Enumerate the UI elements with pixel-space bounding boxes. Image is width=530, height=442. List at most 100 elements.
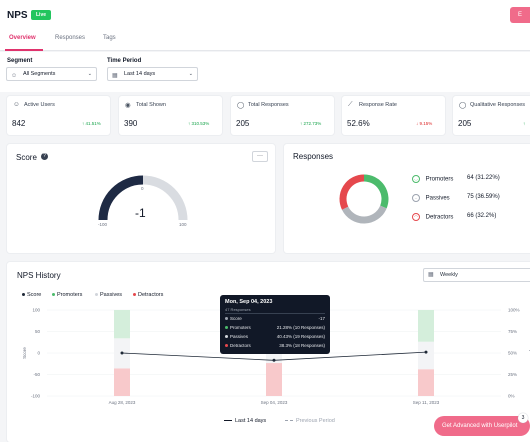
stat-value: 205 bbox=[236, 119, 250, 128]
stat-card-total-shown: ◉ Total Shown 390 ↑ 310.53% bbox=[119, 96, 222, 135]
tab-overview[interactable]: Overview bbox=[9, 35, 36, 41]
donut-segments bbox=[339, 174, 389, 224]
stat-card-total-responses: ◯ Total Responses 205 ↑ 272.73% bbox=[231, 96, 334, 135]
y-left-tick: 0 bbox=[37, 351, 40, 356]
y-left-tick: 50 bbox=[35, 329, 41, 334]
x-tick-label: Sep 11, 2023 bbox=[413, 400, 440, 405]
response-label: Passives bbox=[425, 195, 450, 202]
granularity-select[interactable]: ▦ Weekly bbox=[423, 268, 530, 282]
tab-responses[interactable]: Responses bbox=[55, 35, 86, 41]
notification-count-badge: 3 bbox=[518, 413, 528, 423]
frown-icon: ◠ bbox=[412, 213, 420, 221]
users-icon: ☺ bbox=[11, 73, 18, 79]
stat-delta: ↑ 41.51% bbox=[82, 121, 101, 126]
help-icon[interactable]: ? bbox=[41, 153, 48, 160]
y-right-tick: 0% bbox=[508, 394, 515, 399]
tooltip-row-passives: Passives 40.43% (19 Responses) bbox=[225, 334, 325, 339]
response-count: 66 (32.2%) bbox=[467, 213, 497, 219]
tooltip-subtitle: 47 Responses bbox=[225, 307, 251, 312]
stat-card-response-rate: ⟋ Response Rate 52.6% ↓ 9.15% bbox=[342, 96, 445, 135]
legend-score: Score bbox=[22, 292, 41, 298]
segment-value: All Segments bbox=[23, 71, 56, 77]
x-tick-label: Sep 04, 2023 bbox=[261, 400, 288, 405]
tooltip-row-detractors: Detractors 38.3% (18 Responses) bbox=[225, 343, 325, 348]
legend-passives: Passives bbox=[95, 292, 122, 298]
response-count: 75 (36.59%) bbox=[467, 194, 500, 200]
stat-delta: ↑ bbox=[523, 121, 526, 126]
legend-promoters: Promoters bbox=[52, 292, 82, 298]
active-tab-indicator bbox=[5, 49, 43, 51]
tab-tags[interactable]: Tags bbox=[103, 35, 116, 41]
page-title: NPS bbox=[7, 10, 28, 21]
score-point[interactable] bbox=[272, 358, 276, 362]
tab-bar: Overview Responses Tags bbox=[0, 30, 530, 51]
bar-detractors bbox=[114, 368, 130, 396]
tooltip-row-promoters: Promoters 21.28% (10 Responses) bbox=[225, 325, 325, 330]
tooltip-date: Mon, Sep 04, 2023 bbox=[225, 299, 273, 305]
y-right-tick: 25% bbox=[508, 372, 517, 377]
stat-label: Qualitative Responses bbox=[470, 102, 526, 108]
stat-value: 52.6% bbox=[347, 119, 370, 128]
calendar-icon: ▦ bbox=[112, 73, 118, 79]
time-period-select[interactable]: ▦ Last 14 days ⌄ bbox=[107, 67, 198, 81]
get-advanced-button[interactable]: Get Advanced with Userpilot bbox=[434, 416, 530, 436]
bar-detractors bbox=[266, 363, 282, 396]
stat-delta: ↓ 9.15% bbox=[416, 121, 433, 126]
score-card: Score ? ··· -1 -100 100 0 bbox=[7, 144, 275, 253]
chat-icon: ◯ bbox=[237, 102, 245, 109]
donut-slice-passives bbox=[341, 205, 387, 224]
stat-label: Active Users bbox=[24, 102, 55, 108]
response-row-passives: – Passives 75 (36.59%) bbox=[412, 194, 500, 202]
y-left-tick: -50 bbox=[33, 372, 40, 377]
gauge-track bbox=[142, 175, 188, 221]
stat-delta: ↑ 310.53% bbox=[188, 121, 210, 126]
bar-promoters bbox=[114, 310, 130, 339]
score-point[interactable] bbox=[120, 351, 124, 355]
gauge-min-label: -100 bbox=[98, 222, 108, 227]
time-period-value: Last 14 days bbox=[124, 71, 156, 77]
bar-passives bbox=[418, 341, 434, 370]
stat-value: 205 bbox=[458, 119, 472, 128]
chevron-down-icon: ⌄ bbox=[188, 71, 193, 77]
bar-promoters bbox=[418, 310, 434, 342]
stat-value: 842 bbox=[12, 119, 26, 128]
y-left-tick: -100 bbox=[31, 394, 41, 399]
stat-value: 390 bbox=[124, 119, 138, 128]
bar-detractors bbox=[418, 369, 434, 396]
y-right-tick: 50% bbox=[508, 351, 517, 356]
chevron-down-icon: ⌄ bbox=[87, 71, 92, 77]
neutral-face-icon: – bbox=[412, 194, 420, 202]
response-count: 64 (31.22%) bbox=[467, 175, 500, 181]
score-gauge bbox=[98, 175, 188, 221]
score-point[interactable] bbox=[424, 350, 428, 354]
response-row-detractors: ◠ Detractors 66 (32.2%) bbox=[412, 213, 496, 221]
legend-detractors: Detractors bbox=[133, 292, 163, 298]
responses-card: Responses ◡ Promoters 64 (31.22%) – Pass… bbox=[284, 144, 530, 253]
segment-select[interactable]: ☺ All Segments ⌄ bbox=[6, 67, 97, 81]
response-label: Promoters bbox=[425, 176, 454, 183]
responses-title: Responses bbox=[293, 152, 334, 161]
stat-card-active-users: ☺ Active Users 842 ↑ 41.51% bbox=[7, 96, 110, 135]
x-tick-label: Aug 28, 2023 bbox=[109, 400, 136, 405]
y-left-axis-label: Score bbox=[22, 347, 27, 359]
stat-delta: ↑ 272.73% bbox=[300, 121, 322, 126]
tooltip-divider bbox=[225, 313, 325, 314]
filters-bar: Segment ☺ All Segments ⌄ Time Period ▦ L… bbox=[0, 52, 530, 92]
users-icon: ☺ bbox=[13, 101, 20, 108]
legend-current-period: Last 14 days bbox=[224, 418, 266, 424]
donut-slice-detractors bbox=[339, 174, 365, 210]
nps-history-title: NPS History bbox=[17, 271, 61, 280]
edit-button[interactable]: E bbox=[510, 7, 530, 23]
score-title: Score bbox=[16, 153, 37, 162]
y-left-tick: 100 bbox=[32, 308, 40, 313]
stat-label: Total Responses bbox=[248, 102, 289, 108]
more-button[interactable]: ··· bbox=[252, 151, 268, 162]
gauge-max-label: 100 bbox=[179, 222, 187, 227]
top-bar: NPS Live E bbox=[0, 0, 530, 30]
tooltip-row-score: Score -17 bbox=[225, 316, 325, 321]
gauge-zero-label: 0 bbox=[141, 186, 144, 191]
y-right-tick: 75% bbox=[508, 329, 517, 334]
response-row-promoters: ◡ Promoters 64 (31.22%) bbox=[412, 175, 500, 183]
eye-icon: ◉ bbox=[125, 102, 131, 109]
y-right-tick: 100% bbox=[508, 308, 520, 313]
